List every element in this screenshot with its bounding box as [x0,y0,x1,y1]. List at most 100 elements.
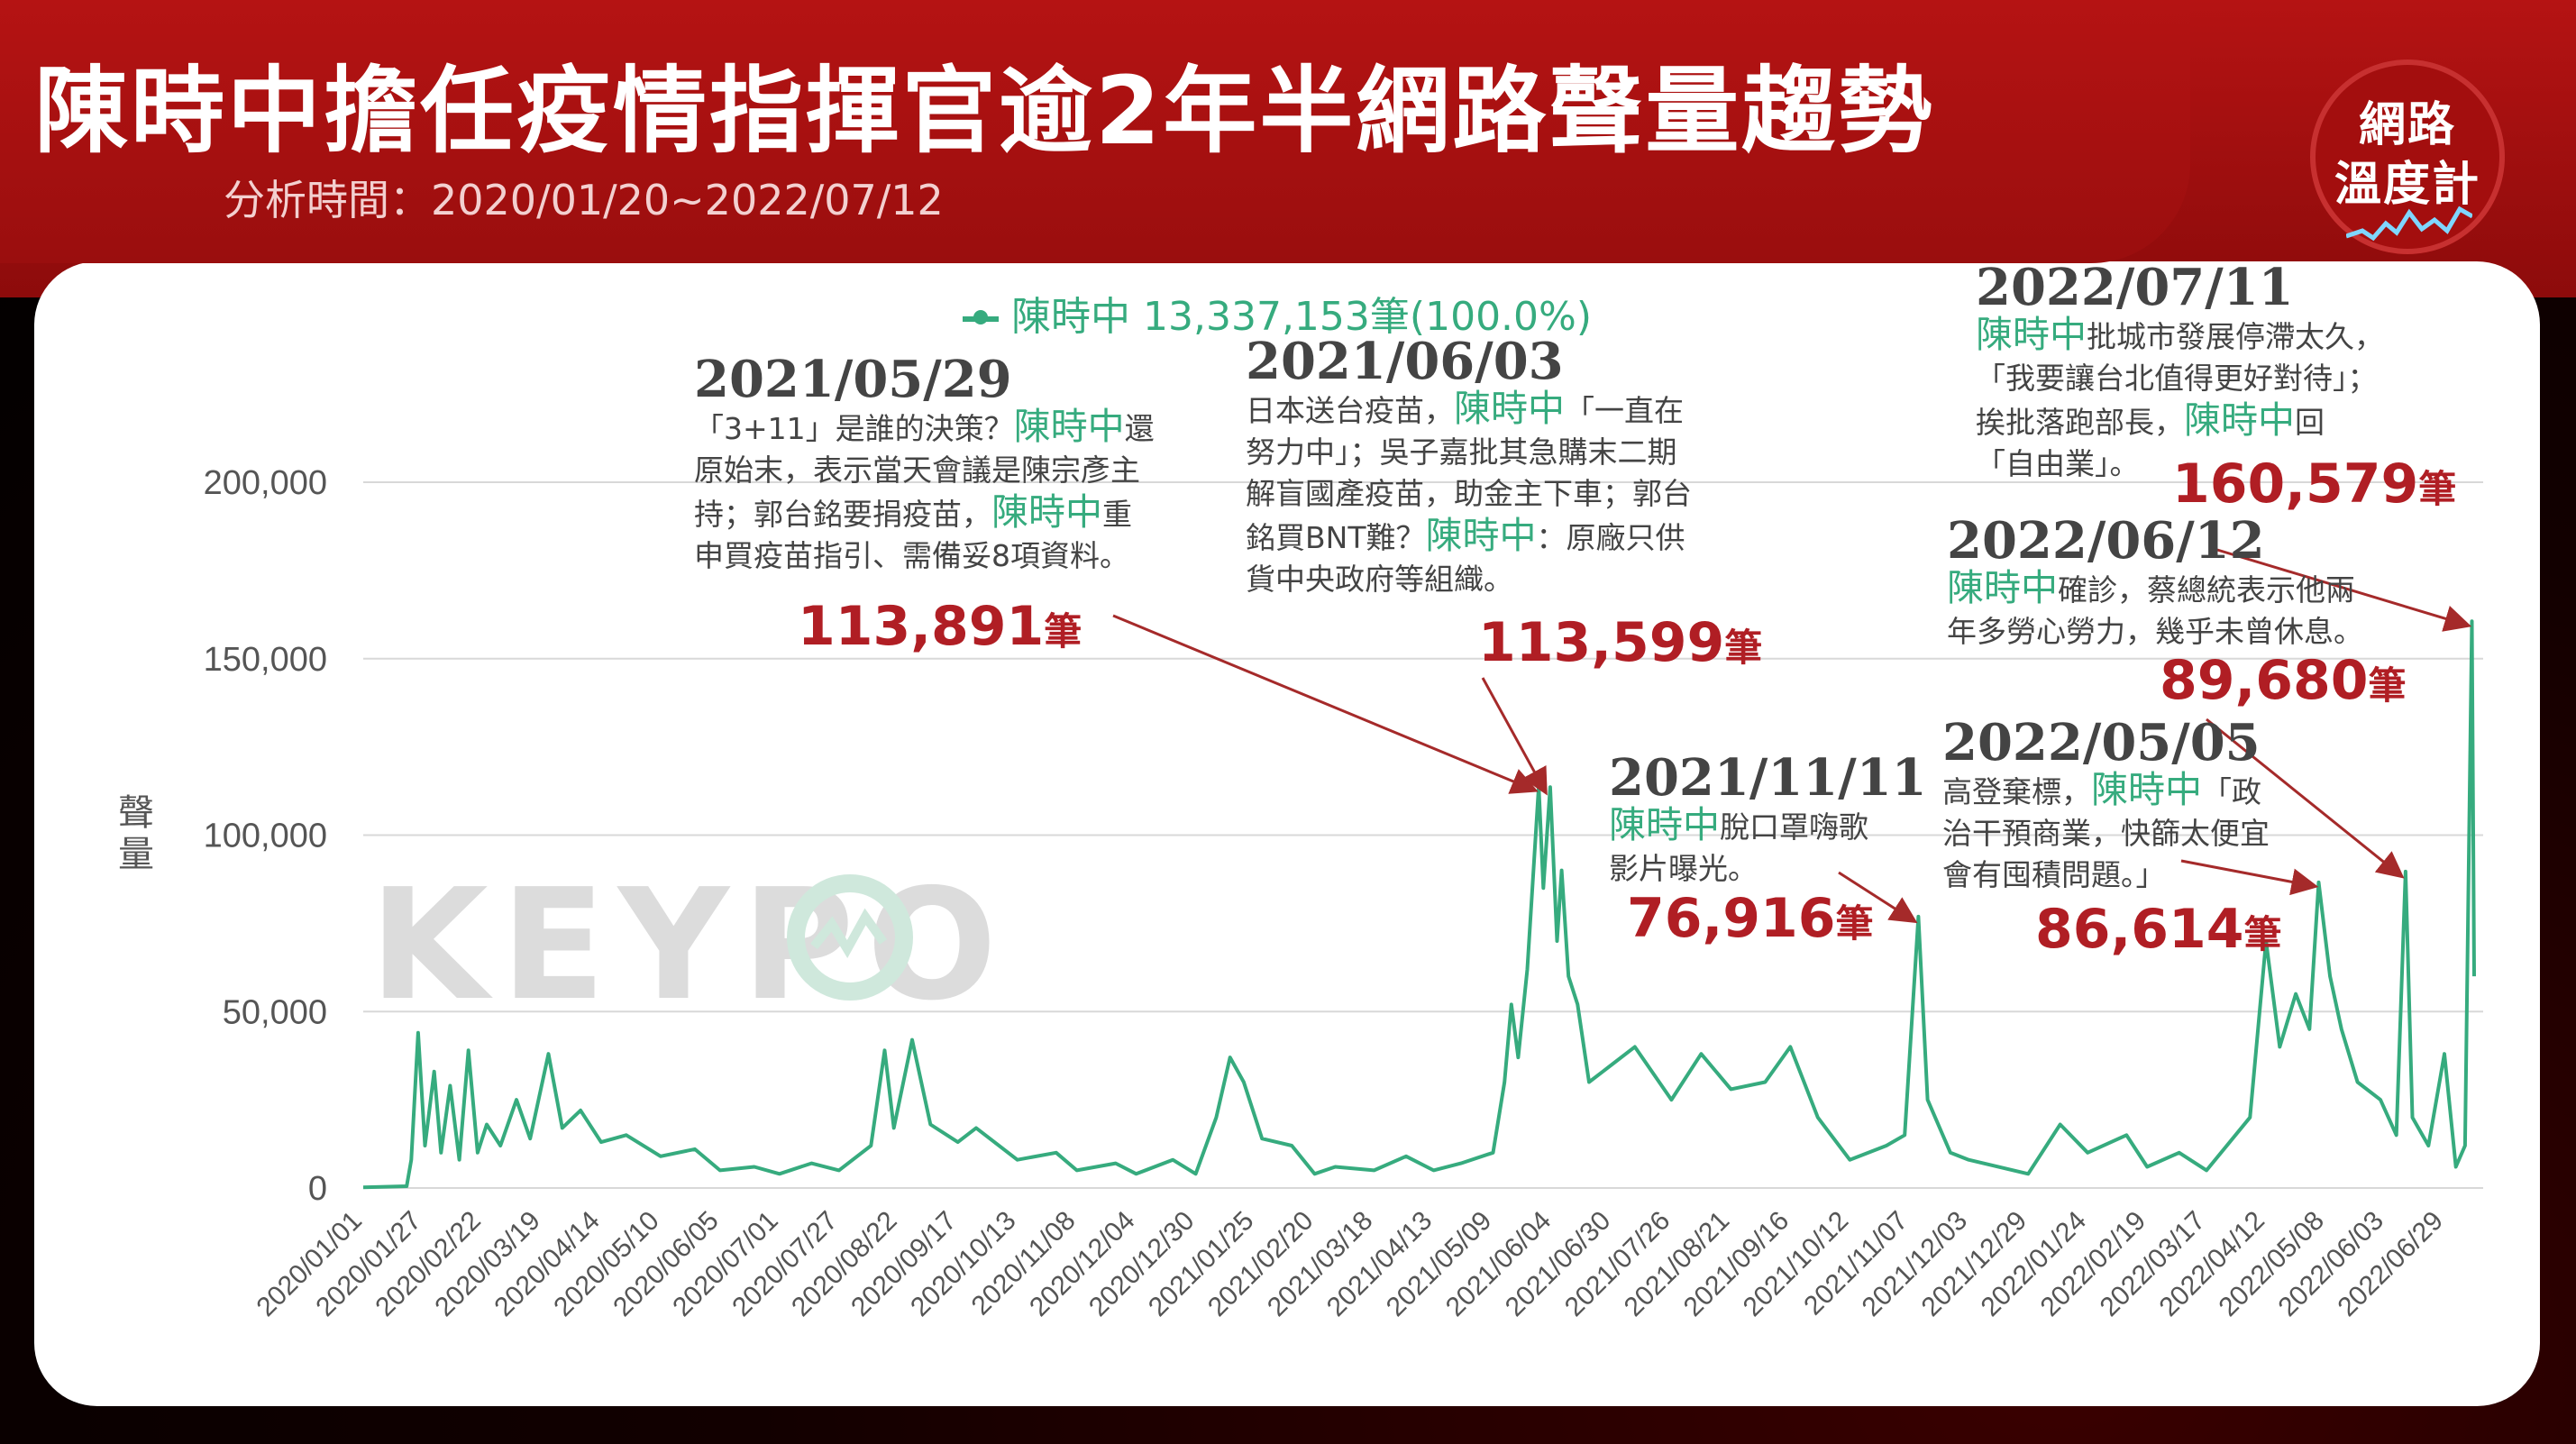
chart-panel [34,261,2540,1406]
annotation-line: 陳時中脫口罩嗨歌 [1609,804,1927,848]
annotation-line: 陳時中批城市發展停滯太久， [1976,314,2384,358]
annotation-line: 治干預商業，快篩太便宜 [1942,813,2270,855]
peak-value: 89,680 [2160,649,2369,712]
annotation-segment: 會有囤積問題。」 [1942,857,2166,892]
annotation-segment: 影片曝光。 [1609,851,1758,886]
annotation-segment: 確診，蔡總統表示他兩 [2058,572,2355,608]
annotation-date: 2022/07/11 [1976,258,2294,317]
highlight-name: 陳時中 [1013,405,1125,448]
annotation-segment: 重 [1102,497,1132,532]
annotation-line: 申買疫苗指引、需備妥8項資料。 [694,535,1155,577]
annotation-text: 陳時中批城市發展停滯太久， 「我要讓台北值得更好對待」； 挨批落跑部長，陳時中回 「自… [1976,314,2384,485]
annotation-segment: 解盲國產疫苗，助金主下車；郭台 [1246,476,1692,511]
annotation-line: 努力中」；吳子嘉批其急購末二期 [1246,432,1692,473]
annotation: 2021/05/29 「3+11」是誰的決策？陳時中還 原始末，表示當天會議是陳宗彥… [694,353,1155,577]
annotation-segment: 日本送台疫苗， [1246,393,1454,428]
logo-line-2: 溫度計 [2334,158,2480,212]
annotation-value: 113,599筆 [1478,611,1762,674]
chart-legend: 陳時中 13,337,153筆(100.0%) [963,284,1592,342]
annotation-segment: 銘買BNT難？ [1246,520,1426,555]
annotation-segment: 「一直在 [1565,393,1684,428]
annotation-segment: 持；郭台銘要捐疫苗， [694,497,991,532]
annotation-text: 陳時中確診，蔡總統表示他兩 年多勞心勞力，幾乎未曾休息。 [1947,567,2363,653]
annotation-segment: 原始末，表示當天會議是陳宗彥主 [694,452,1140,488]
y-tick-label: 0 [308,1170,327,1208]
watermark: KEYPO [370,856,1010,1035]
peak-value: 113,891 [798,595,1045,658]
annotation-date: 2022/06/12 [1947,511,2265,571]
grid-lines [363,481,2483,1189]
highlight-name: 陳時中 [991,490,1102,534]
annotation-line: 銘買BNT難？陳時中：原廠只供 [1246,515,1692,559]
pulse-icon [2346,206,2472,242]
peak-unit: 筆 [1724,626,1763,670]
annotation-segment: 挨批落跑部長， [1976,405,2184,440]
legend-label: 陳時中 13,337,153筆(100.0%) [1011,294,1593,340]
page-title: 陳時中擔任疫情指揮官逾2年半網路聲量趨勢 [34,56,1935,166]
annotation-line: 解盲國產疫苗，助金主下車；郭台 [1246,473,1692,515]
annotation-arrow [1112,614,1539,794]
annotation-text: 高登棄標，陳時中「政 治干預商業，快篩太便宜 會有囤積問題。」 [1942,769,2270,896]
highlight-name: 陳時中 [1454,387,1565,430]
annotation-line: 影片曝光。 [1609,848,1927,890]
peak-unit: 筆 [1835,901,1874,946]
annotation-arrow [2206,717,2405,879]
annotation-line: 「我要讓台北值得更好對待」； [1976,358,2384,399]
annotation-segment: 「3+11」是誰的決策？ [694,411,1014,446]
annotation-segment: 年多勞心勞力，幾乎未曾休息。 [1947,614,2363,649]
y-axis-label: 聲量 [112,793,153,876]
annotation-date: 2021/05/29 [694,350,1012,409]
annotation-line: 年多勞心勞力，幾乎未曾休息。 [1947,611,2363,653]
annotation-value: 76,916筆 [1627,887,1874,950]
highlight-name: 陳時中 [1947,566,2058,609]
analysis-period: 分析時間：2020/01/20~2022/07/12 [224,176,944,224]
peak-value: 160,579 [2172,452,2419,516]
annotation-line: 高登棄標，陳時中「政 [1942,769,2270,813]
annotation-segment: 貨中央政府等組織。 [1246,562,1513,597]
highlight-name: 陳時中 [1425,514,1537,557]
annotation: 2022/07/11 陳時中批城市發展停滯太久， 「我要讓台北值得更好對待」； 挨批落… [1976,261,2384,485]
annotation-segment: ：原廠只供 [1536,520,1685,555]
highlight-name: 陳時中 [2184,398,2295,442]
annotation-segment: 脫口罩嗨歌 [1720,809,1868,845]
peak-unit: 筆 [2368,663,2407,708]
annotation-line: 陳時中確診，蔡總統表示他兩 [1947,567,2363,611]
annotation-segment: 努力中」；吳子嘉批其急購末二期 [1246,434,1677,470]
series-layer [362,619,2476,1190]
logo-line-1: 網路 [2358,98,2456,152]
annotation-segment: 回 [2295,405,2325,440]
logo-badge: 網路 溫度計 [2310,59,2505,254]
annotation-line: 原始末，表示當天會議是陳宗彥主 [694,450,1155,491]
annotation-arrow [2180,859,2319,896]
annotation-line: 貨中央政府等組織。 [1246,559,1692,600]
annotation-segment: 高登棄標， [1942,774,2091,809]
annotation-arrow [2216,548,2472,632]
annotation: 2021/11/11 陳時中脫口罩嗨歌 影片曝光。 [1609,752,1927,890]
peak-value: 113,599 [1478,611,1725,674]
annotation-date: 2021/06/03 [1246,332,1564,391]
annotation-line: 日本送台疫苗，陳時中「一直在 [1246,388,1692,432]
annotation-segment: 還 [1124,411,1155,446]
y-axis-ticks: 0 50,000 100,000 150,000 200,000 [204,464,327,1208]
annotation-value: 89,680筆 [2160,649,2407,712]
peak-value: 86,614 [2035,898,2244,961]
y-tick-label: 100,000 [204,818,327,855]
annotation-line: 會有囤積問題。」 [1942,855,2270,896]
annotation: 2022/05/05 高登棄標，陳時中「政 治干預商業，快篩太便宜 會有囤積問題。」 [1942,717,2270,896]
annotation-line: 「自由業」。 [1976,443,2384,485]
title-tab: 陳時中擔任疫情指揮官逾2年半網路聲量趨勢 分析時間：2020/01/20~202… [0,0,2190,263]
annotation-arrow [1481,677,1548,796]
peak-value: 76,916 [1627,887,1836,950]
annotation-line: 「3+11」是誰的決策？陳時中還 [694,406,1155,450]
annotation-segment: 批城市發展停滯太久， [2087,319,2384,354]
annotation-text: 陳時中脫口罩嗨歌 影片曝光。 [1609,804,1927,890]
x-axis-ticks: 2020/01/012020/01/272020/02/222020/03/19… [251,1206,2449,1323]
annotation-segment: 申買疫苗指引、需備妥8項資料。 [694,538,1129,573]
series-line [362,619,2476,1190]
annotation-segment: 「政 [2202,774,2261,809]
annotation-segment: 「自由業」。 [1976,446,2140,481]
annotation-text: 日本送台疫苗，陳時中「一直在 努力中」；吳子嘉批其急購末二期 解盲國產疫苗，助金主下… [1246,388,1692,600]
highlight-name: 陳時中 [1976,313,2087,356]
annotation-line: 挨批落跑部長，陳時中回 [1976,399,2384,443]
